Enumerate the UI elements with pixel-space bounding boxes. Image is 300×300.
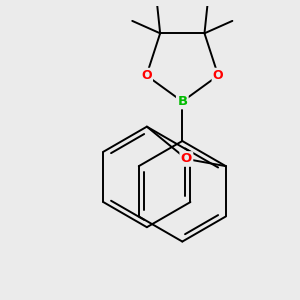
Text: B: B	[177, 95, 188, 108]
Text: O: O	[181, 152, 192, 166]
Text: O: O	[213, 69, 224, 82]
Text: O: O	[141, 69, 152, 82]
